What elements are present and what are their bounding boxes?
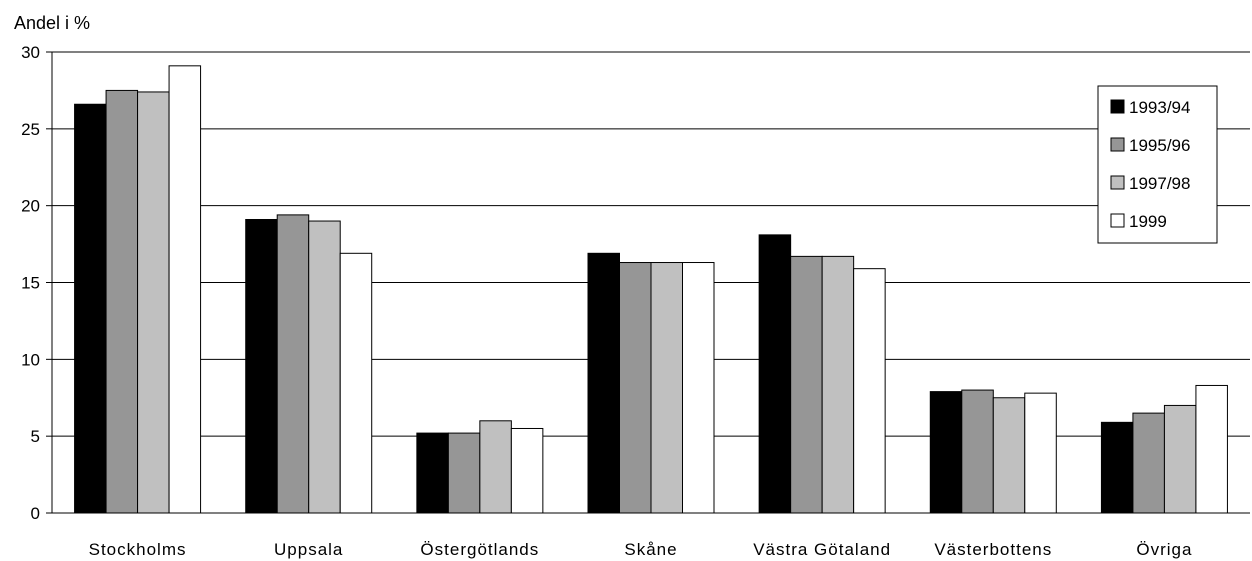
category-label: Övriga <box>1136 540 1192 559</box>
bar <box>510 427 544 514</box>
bar <box>853 268 886 514</box>
bar <box>137 91 170 514</box>
legend-swatch <box>1110 99 1125 114</box>
bar <box>790 255 823 514</box>
axes <box>51 52 1250 514</box>
category-label: Västra Götaland <box>753 540 891 559</box>
bar <box>821 255 855 514</box>
legend-label: 1997/98 <box>1129 174 1190 193</box>
bar <box>1100 421 1134 514</box>
legend-swatch <box>1110 213 1125 228</box>
bar <box>168 65 202 514</box>
bar <box>1163 404 1197 514</box>
bar <box>74 103 107 514</box>
bar <box>276 214 310 514</box>
bar <box>650 262 683 514</box>
legend-swatch <box>1110 137 1125 152</box>
bar <box>961 389 994 514</box>
bar <box>1132 412 1165 514</box>
y-tick-label: 30 <box>21 43 40 62</box>
category-label: Västerbottens <box>934 540 1052 559</box>
legend-label: 1995/96 <box>1129 136 1190 155</box>
y-tick-label: 15 <box>21 274 40 293</box>
y-tick-label: 25 <box>21 120 40 139</box>
bar <box>105 89 139 514</box>
legend-swatch <box>1110 175 1125 190</box>
y-axis-ticks: 0 5 10 15 20 25 30 <box>21 43 52 523</box>
category-label: Uppsala <box>274 540 343 559</box>
bar <box>1195 384 1228 514</box>
bar <box>619 262 652 514</box>
bar-series <box>74 65 1228 514</box>
bar <box>758 234 792 514</box>
bar <box>416 432 449 514</box>
bar <box>447 432 481 514</box>
y-tick-label: 5 <box>31 427 40 446</box>
category-label: Skåne <box>624 540 677 559</box>
legend-label: 1993/94 <box>1129 98 1190 117</box>
bar <box>929 391 963 514</box>
bar <box>308 220 341 514</box>
bar <box>339 252 373 514</box>
bar <box>1024 392 1057 514</box>
y-tick-label: 20 <box>21 197 40 216</box>
bar <box>245 218 278 514</box>
bar <box>992 397 1026 514</box>
y-axis-label: Andel i % <box>14 13 90 33</box>
y-tick-label: 0 <box>31 504 40 523</box>
bar <box>479 420 512 514</box>
category-labels: Stockholms Uppsala Östergötlands Skåne Västr… <box>89 540 1192 559</box>
category-label: Östergötlands <box>420 540 539 559</box>
category-label: Stockholms <box>89 540 187 559</box>
bar <box>587 252 620 514</box>
y-tick-label: 10 <box>21 350 40 369</box>
legend: 1993/94 1995/96 1997/98 1999 <box>1097 85 1218 244</box>
legend-label: 1999 <box>1129 212 1167 231</box>
bar <box>682 262 715 514</box>
